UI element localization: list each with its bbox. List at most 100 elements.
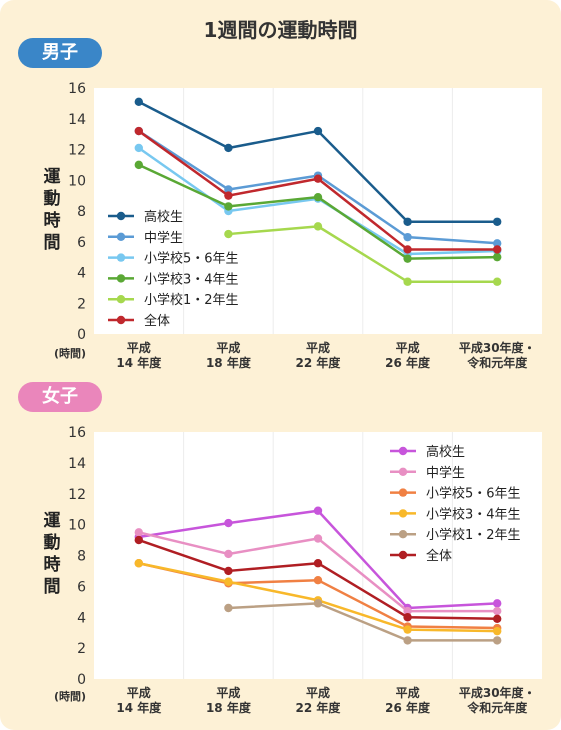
y-tick-label: 16	[68, 81, 86, 97]
y-axis-label: 動	[44, 188, 61, 209]
data-point	[224, 229, 233, 239]
x-tick-label: 平成 18 年度	[206, 685, 252, 715]
data-point	[224, 566, 233, 576]
series-line	[228, 225, 498, 283]
x-tick-label-line: 平成	[396, 340, 420, 355]
data-point	[224, 518, 233, 528]
data-point	[403, 606, 412, 616]
unit-label: (時間)	[54, 689, 86, 703]
data-point	[403, 245, 412, 254]
data-point	[134, 160, 143, 170]
x-tick-label-line: 18 年度	[206, 700, 252, 715]
data-point	[313, 506, 323, 515]
data-point	[493, 277, 502, 286]
data-point	[313, 192, 323, 202]
legend-swatch-dot	[116, 315, 126, 325]
y-tick-label: 12	[68, 487, 86, 503]
data-point	[224, 549, 233, 559]
legend-label: 小学校1・2年生	[144, 292, 239, 308]
y-tick-label: 2	[77, 641, 86, 657]
x-tick-label-line: 18 年度	[206, 355, 252, 370]
legend-swatch-dot	[116, 253, 126, 262]
page-title: 1週間の運動時間	[203, 18, 358, 42]
data-point	[224, 185, 233, 194]
y-axis-label: 運	[44, 167, 61, 187]
x-tick-label: 平成 22 年度	[296, 685, 342, 715]
x-tick-label: 平成30年度・令和元年度	[459, 340, 536, 370]
x-tick-label-line: 平成	[216, 685, 240, 700]
y-tick-label: 4	[77, 610, 86, 626]
data-point	[313, 534, 323, 543]
y-tick-label: 6	[77, 579, 86, 595]
legend-swatch-dot	[398, 530, 408, 539]
data-point	[313, 576, 323, 585]
x-tick-label-line: 平成	[127, 340, 151, 355]
x-tick-label-line: 26 年度	[385, 355, 431, 370]
y-axis-label: 間	[44, 577, 61, 597]
x-tick-label: 平成30年度・令和元年度	[459, 685, 536, 715]
data-point	[134, 97, 143, 107]
y-tick-label: 8	[77, 549, 86, 565]
data-point	[403, 217, 412, 226]
y-tick-label: 0	[77, 672, 86, 688]
boys-panel-label: 男子	[18, 38, 102, 68]
legend-swatch-dot	[398, 467, 408, 476]
x-tick-label-line: 22 年度	[296, 700, 342, 715]
legend-label: 小学校5・6年生	[426, 486, 521, 502]
legend-swatch-dot	[116, 274, 126, 283]
data-point	[493, 599, 502, 608]
x-tick-label-line: 平成	[306, 340, 330, 355]
girls-panel-label: 女子	[18, 382, 102, 412]
legend-label: 高校生	[144, 209, 183, 225]
data-point	[134, 535, 143, 545]
y-tick-label: 14	[68, 112, 86, 128]
data-point	[403, 254, 412, 263]
y-axis-label: 運	[44, 511, 61, 531]
data-point	[493, 614, 502, 623]
y-tick-label: 12	[68, 143, 86, 159]
x-tick-label-line: 26 年度	[385, 700, 431, 715]
y-axis-label: 時	[44, 210, 61, 231]
data-point	[134, 143, 143, 153]
data-point	[134, 126, 143, 136]
y-tick-label: 6	[77, 235, 86, 251]
legend-label: 小学校1・2年生	[426, 527, 521, 543]
plot-area	[94, 432, 542, 679]
data-point	[224, 577, 233, 586]
x-tick-label: 平成 14 年度	[116, 340, 162, 370]
x-tick-label: 平成 22 年度	[296, 340, 342, 370]
data-point	[313, 222, 323, 231]
legend-swatch-dot	[398, 446, 408, 456]
data-point	[134, 559, 143, 568]
legend-label: 小学校3・4年生	[144, 271, 239, 287]
x-tick-label-line: 平成	[396, 685, 420, 700]
data-point	[493, 245, 502, 254]
y-tick-label: 10	[68, 518, 86, 534]
data-point	[313, 126, 323, 136]
legend-swatch-dot	[398, 550, 408, 560]
y-tick-label: 4	[77, 266, 86, 282]
x-tick-label: 平成 26 年度	[385, 340, 431, 370]
x-tick-label: 平成 14 年度	[116, 685, 162, 715]
data-point	[134, 528, 143, 537]
legend-label: 高校生	[426, 444, 465, 460]
data-point	[224, 191, 233, 200]
data-point	[313, 559, 323, 568]
y-tick-label: 14	[68, 456, 86, 472]
legend-swatch-dot	[116, 295, 126, 304]
x-tick-label: 平成 18 年度	[206, 340, 252, 370]
y-axis-label: 時	[44, 554, 61, 575]
legend-label: 中学生	[426, 465, 465, 481]
x-tick-label-line: 令和元年度	[466, 355, 528, 370]
x-tick-label: 平成 26 年度	[385, 685, 431, 715]
data-point	[224, 603, 233, 613]
data-point	[313, 174, 323, 183]
x-tick-label-line: 14 年度	[116, 355, 162, 370]
data-point	[493, 252, 502, 262]
y-tick-label: 8	[77, 204, 86, 220]
series-line	[228, 602, 498, 642]
legend-label: 小学校3・4年生	[426, 506, 521, 522]
